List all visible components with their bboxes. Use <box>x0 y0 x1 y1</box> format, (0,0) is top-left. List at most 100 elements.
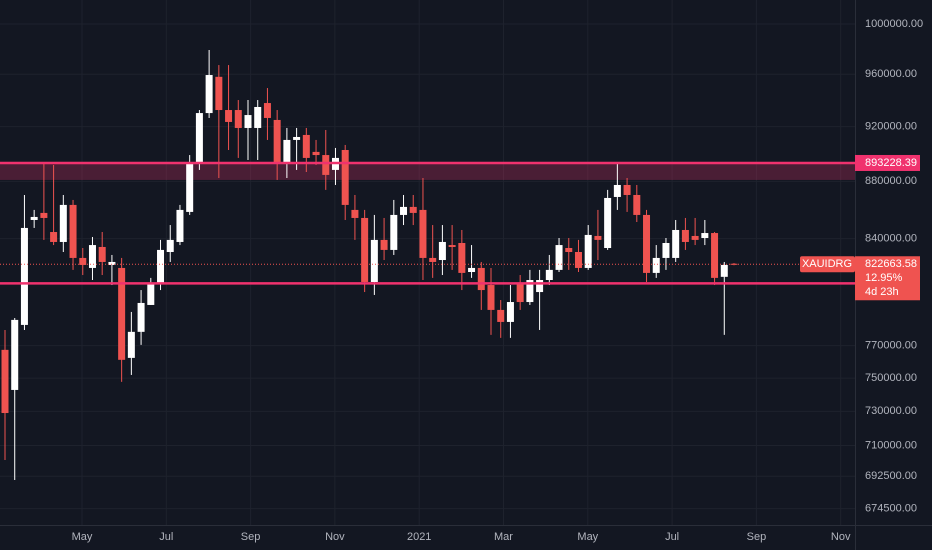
candle-body <box>273 119 281 163</box>
y-tick-label: 730000.00 <box>865 405 917 417</box>
candle-body <box>341 149 349 205</box>
candle-body <box>730 263 738 265</box>
symbol-box <box>800 256 855 273</box>
candle-body <box>322 155 330 175</box>
candle-body <box>633 194 641 215</box>
candle-body <box>545 269 553 281</box>
candle-body <box>536 280 544 293</box>
candle-body <box>720 264 728 277</box>
candle-body <box>623 184 631 195</box>
candle-body <box>79 257 87 265</box>
x-tick-label: Nov <box>831 531 851 543</box>
candle-body <box>604 197 612 249</box>
candle-body <box>477 267 485 291</box>
candle-body <box>516 282 524 303</box>
candle-body <box>370 239 378 282</box>
candle-body <box>157 249 165 283</box>
candle-body <box>225 110 233 122</box>
candle-body <box>662 242 670 258</box>
candle-body <box>302 134 310 158</box>
candle-body <box>681 229 689 242</box>
y-tick-label: 770000.00 <box>865 340 917 352</box>
candle-body <box>1 349 9 414</box>
x-tick-label: 2021 <box>407 531 431 543</box>
candle-body <box>429 257 437 262</box>
symbol-label: XAUIDRG <box>802 258 852 270</box>
candle-body <box>186 162 194 212</box>
candle-body <box>584 234 592 268</box>
zone <box>0 162 855 180</box>
candle-body <box>263 103 271 118</box>
y-tick-label: 692500.00 <box>865 470 917 482</box>
candle-body <box>497 309 505 322</box>
candle-body <box>594 235 602 240</box>
candle-body <box>361 217 369 282</box>
x-tick-label: May <box>72 531 93 543</box>
y-tick-label: 750000.00 <box>865 372 917 384</box>
candle-body <box>147 282 155 305</box>
level-label: 893228.39 <box>865 157 917 169</box>
countdown-label: 4d 23h <box>865 286 899 298</box>
candle-body <box>526 280 534 303</box>
candle-body <box>711 233 719 278</box>
candle-body <box>98 246 106 262</box>
last-price-label: 822663.58 <box>865 258 917 270</box>
candle-body <box>643 214 651 273</box>
y-tick-label: 880000.00 <box>865 175 917 187</box>
candle-body <box>419 209 427 258</box>
y-tick-label: 840000.00 <box>865 232 917 244</box>
candle-body <box>555 245 563 270</box>
candle-body <box>118 267 126 360</box>
candle-body <box>40 212 48 218</box>
candle-body <box>244 115 252 128</box>
candle-body <box>409 206 417 213</box>
candle-body <box>312 151 320 156</box>
candle-body <box>672 229 680 258</box>
candle-body <box>254 106 262 128</box>
candle-body <box>351 209 359 218</box>
candle-body <box>11 319 19 390</box>
x-tick-label: May <box>577 531 598 543</box>
candle-body <box>234 110 242 128</box>
candle-body <box>468 267 476 273</box>
y-tick-label: 960000.00 <box>865 68 917 80</box>
y-tick-label: 710000.00 <box>865 439 917 451</box>
candle-body <box>137 302 145 332</box>
candle-body <box>205 75 213 114</box>
candle-body <box>20 227 28 325</box>
candle-body <box>166 239 174 252</box>
y-tick-label: 1000000.00 <box>865 18 923 30</box>
candle-body <box>380 239 388 250</box>
candle-body <box>215 76 223 111</box>
candle-body <box>400 206 408 215</box>
candle-body <box>390 214 398 250</box>
x-tick-label: Sep <box>241 531 261 543</box>
candle-body <box>652 257 660 273</box>
candle-body <box>127 331 135 358</box>
candle-body <box>506 302 514 322</box>
x-tick-label: Mar <box>494 531 513 543</box>
level-label-box <box>855 154 920 171</box>
candle-body <box>458 242 466 273</box>
candle-body <box>88 245 96 268</box>
candle-body <box>574 251 582 268</box>
x-tick-label: Jul <box>665 531 679 543</box>
candle-body <box>108 261 116 265</box>
y-tick-label: 920000.00 <box>865 121 917 133</box>
candle-body <box>59 204 67 242</box>
candle-body <box>691 235 699 240</box>
candle-body <box>69 204 77 258</box>
change-label: 12.95% <box>865 272 903 284</box>
candle-body <box>30 216 38 220</box>
candle-body <box>613 184 621 197</box>
candle-body <box>176 209 184 242</box>
candle-body <box>565 248 573 252</box>
candle-body <box>487 285 495 310</box>
candle-body <box>195 113 203 163</box>
candle-body <box>50 232 58 242</box>
candle-body <box>283 139 291 163</box>
last-price-box <box>855 256 920 301</box>
candle-body <box>438 241 446 261</box>
